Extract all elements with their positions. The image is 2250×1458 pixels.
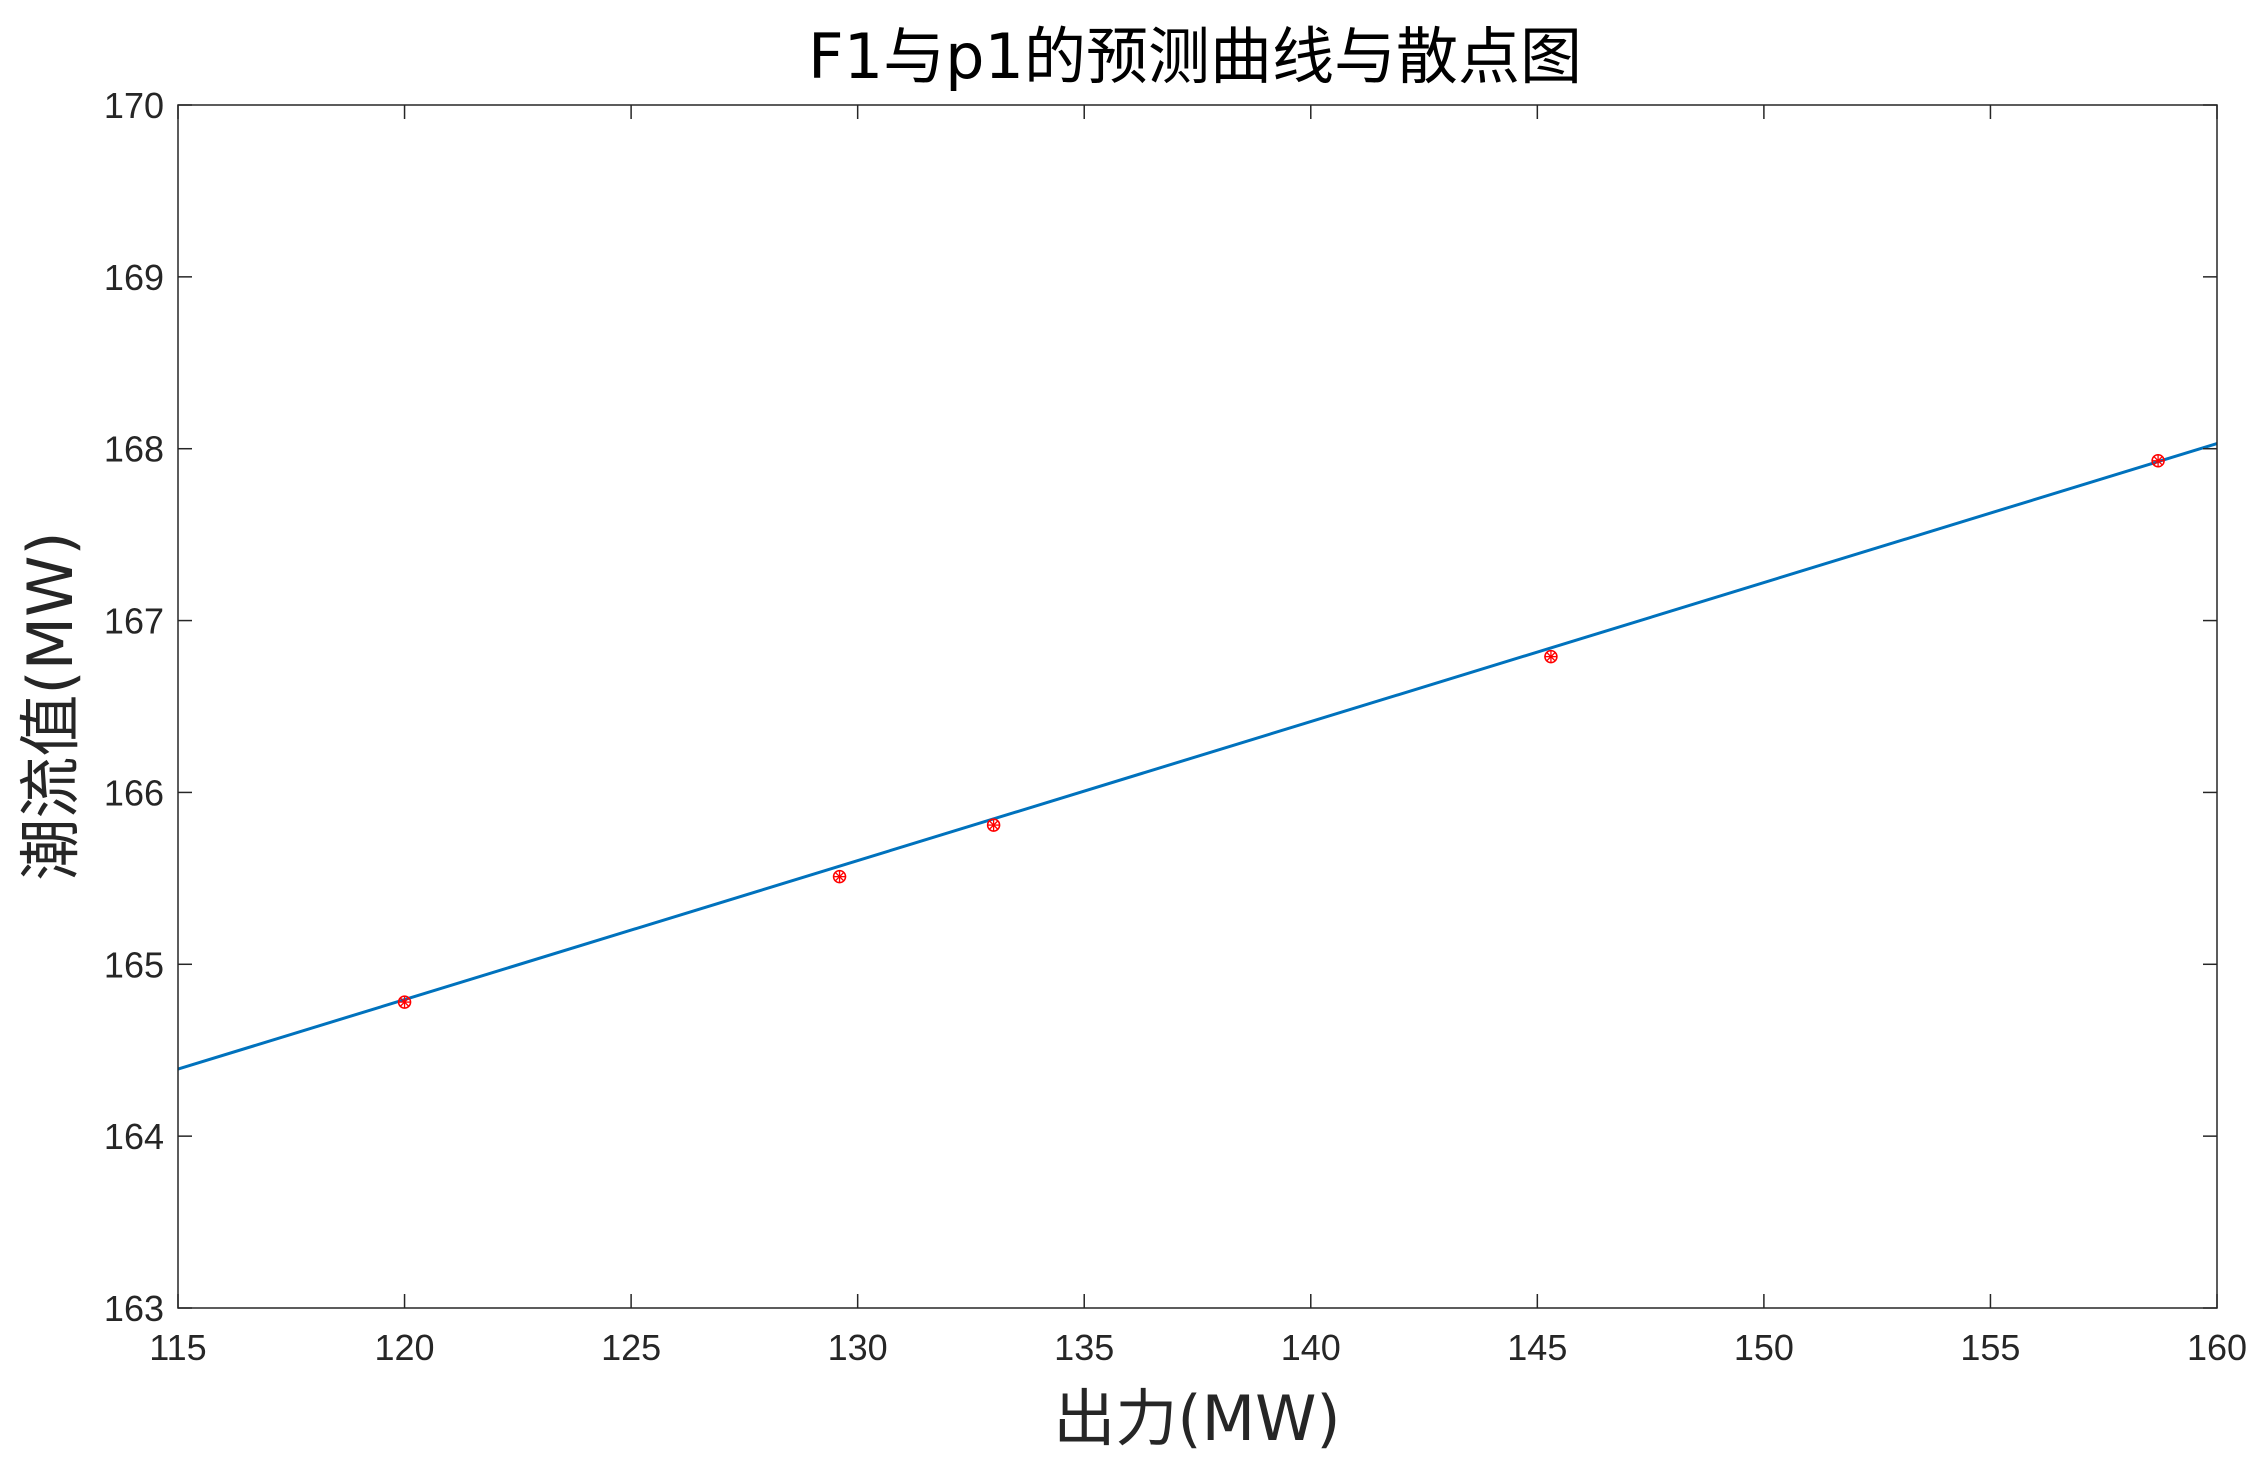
x-tick-label: 125 bbox=[601, 1327, 661, 1368]
scatter-point bbox=[986, 818, 1001, 832]
x-tick-label: 160 bbox=[2187, 1327, 2247, 1368]
y-tick-label: 166 bbox=[104, 772, 164, 813]
scatter-point bbox=[2151, 453, 2165, 468]
y-tick-label: 167 bbox=[104, 601, 164, 642]
scatter-point bbox=[397, 995, 412, 1009]
chart-title: F1与p1的预测曲线与散点图 bbox=[808, 20, 1582, 93]
y-tick-label: 164 bbox=[104, 1116, 164, 1157]
plot-frame bbox=[177, 104, 2218, 1309]
prediction-line bbox=[178, 442, 2217, 1071]
x-tick-label: 150 bbox=[1734, 1327, 1794, 1368]
y-tick-label: 169 bbox=[104, 257, 164, 298]
x-tick-label: 140 bbox=[1281, 1327, 1341, 1368]
x-tick-label: 120 bbox=[375, 1327, 435, 1368]
y-axis-title: 潮流值(MW) bbox=[14, 531, 87, 880]
scatter-point bbox=[1544, 649, 1558, 664]
y-tick-label: 170 bbox=[104, 85, 164, 126]
x-tick-label: 145 bbox=[1507, 1327, 1567, 1368]
y-tick-label: 168 bbox=[104, 429, 164, 470]
y-tick-label: 163 bbox=[104, 1288, 164, 1329]
scatter-point bbox=[832, 869, 847, 884]
x-tick-label: 130 bbox=[828, 1327, 888, 1368]
y-tick-label: 165 bbox=[104, 944, 164, 985]
x-tick-label: 135 bbox=[1054, 1327, 1114, 1368]
x-tick-label: 155 bbox=[1960, 1327, 2020, 1368]
x-tick-label: 115 bbox=[149, 1327, 206, 1368]
x-axis-title: 出力(MW) bbox=[1053, 1382, 1340, 1455]
plot-area bbox=[178, 105, 2217, 1308]
